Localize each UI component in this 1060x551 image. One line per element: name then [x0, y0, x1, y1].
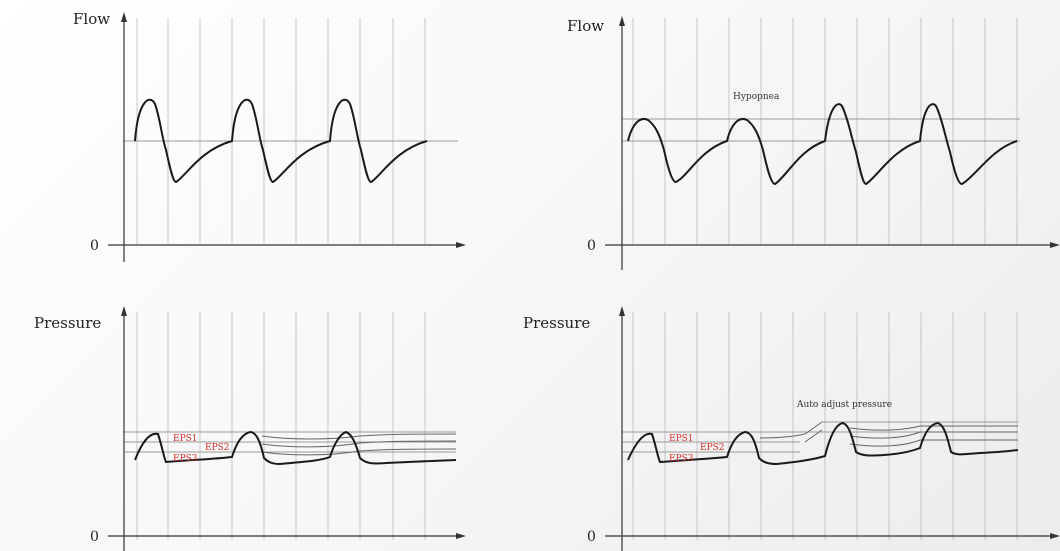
- x-axis-arrow: [456, 242, 466, 248]
- y-axis-title: Flow: [567, 17, 604, 35]
- auto-adjust-pressure-label: Auto adjust pressure: [796, 400, 892, 410]
- x-axis-arrow: [456, 533, 466, 539]
- eps2-label: EPS2: [205, 443, 230, 453]
- panel-pressure-eps: Pressure 0 EPS1 EPS2 EPS3: [34, 306, 466, 551]
- y-axis-arrow: [121, 12, 127, 22]
- panel-pressure-auto-adjust: Pressure 0 Auto adjust pressure EPS1 EPS…: [523, 306, 1060, 551]
- eps2-label: EPS2: [700, 443, 725, 453]
- y-axis-title: Pressure: [34, 314, 101, 332]
- y-axis-arrow: [619, 16, 625, 26]
- eps1-label: EPS1: [173, 434, 198, 444]
- eps3-label: EPS3: [173, 454, 198, 464]
- y-axis-title: Flow: [73, 10, 110, 28]
- zero-label: 0: [587, 238, 596, 254]
- y-axis-title: Pressure: [523, 314, 590, 332]
- pressure-waveform: [627, 421, 1019, 466]
- eps-envelope-lines: [261, 433, 457, 456]
- x-axis-arrow: [1050, 242, 1060, 248]
- zero-label: 0: [90, 238, 99, 254]
- panel-flow-hypopnea: Flow 0 Hypopnea: [567, 16, 1060, 270]
- eps-envelope-lines: [759, 421, 1018, 447]
- y-axis-arrow: [121, 306, 127, 316]
- y-axis-arrow: [619, 306, 625, 316]
- grid-lines: [136, 18, 426, 244]
- eps3-label: EPS3: [669, 454, 694, 464]
- hypopnea-label: Hypopnea: [733, 92, 780, 102]
- zero-label: 0: [587, 529, 596, 545]
- grid-lines: [136, 312, 426, 540]
- x-axis-arrow: [1050, 533, 1060, 539]
- flow-waveform: [627, 103, 1018, 186]
- flow-waveform: [134, 98, 428, 184]
- grid-lines: [632, 18, 1018, 244]
- panel-flow-normal: Flow 0: [73, 10, 466, 262]
- eps1-label: EPS1: [669, 434, 694, 444]
- pressure-waveform: [134, 430, 457, 466]
- zero-label: 0: [90, 529, 99, 545]
